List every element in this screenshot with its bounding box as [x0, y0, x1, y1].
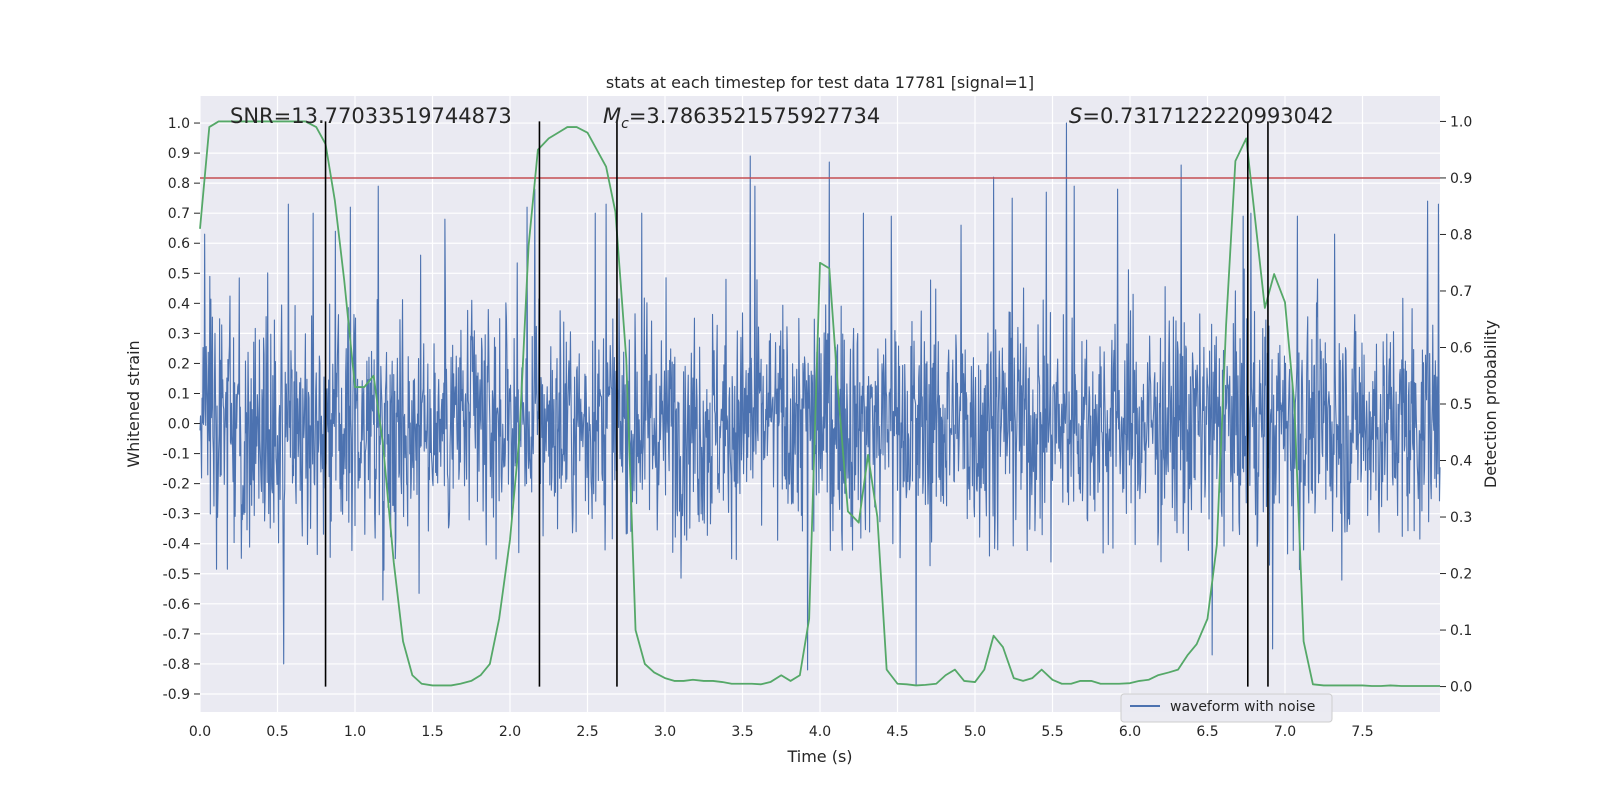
waveform-with-noise-line — [199, 122, 1441, 686]
y-right-tick-label: 0.1 — [1450, 623, 1472, 639]
score-symbol: S — [1069, 104, 1082, 128]
legend-box — [1120, 693, 1333, 723]
y-left-tick-label: -0.3 — [163, 507, 190, 523]
y-left-tick-labels: -0.9 -0.8 -0.7 -0.6 -0.5 -0.4 -0.3 -0.2 -0.1 0.0 0… — [163, 116, 200, 703]
score-annotation: S=0.7317122220993042 — [1069, 104, 1334, 128]
x-tick-label: 0.5 — [266, 724, 288, 740]
chirp-mass-value: =3.7863521575927734 — [629, 104, 880, 128]
y-axis-label-left: Whitened strain — [124, 340, 143, 467]
chirp-mass-subscript: c — [621, 116, 629, 132]
x-tick-label: 3.0 — [654, 724, 676, 740]
x-tick-label: 1.5 — [421, 724, 443, 740]
chirp-mass-symbol: M — [603, 104, 621, 128]
y-right-tick-label: 0.5 — [1450, 397, 1472, 413]
x-tick-label: 6.5 — [1196, 724, 1218, 740]
x-tick-label: 2.0 — [499, 724, 521, 740]
y-right-tick-label: 0.4 — [1450, 454, 1472, 470]
waveform-layer — [199, 122, 1441, 686]
y-left-tick-label: 0.3 — [168, 326, 190, 342]
x-tick-label: 6.0 — [1119, 724, 1141, 740]
y-left-tick-label: 0.5 — [168, 266, 190, 282]
x-tick-label: 5.5 — [1041, 724, 1063, 740]
x-tick-label: 4.5 — [886, 724, 908, 740]
x-tick-label: 5.0 — [964, 724, 986, 740]
x-tick-label: 2.5 — [576, 724, 598, 740]
chirp-mass-annotation: Mc=3.7863521575927734 — [603, 104, 880, 132]
y-left-tick-label: -0.9 — [163, 687, 190, 703]
y-axis-label-right: Detection probability — [1481, 320, 1500, 488]
y-left-tick-label: -0.5 — [163, 567, 190, 583]
y-left-tick-label: -0.1 — [163, 447, 190, 463]
y-right-tick-label: 0.6 — [1450, 340, 1472, 356]
y-right-tick-labels: 0.0 0.1 0.2 0.3 0.4 0.5 0.6 0.7 0.8 0.9 1.0 — [1440, 114, 1472, 696]
y-left-tick-label: 0.1 — [168, 386, 190, 402]
x-tick-label: 7.5 — [1351, 724, 1373, 740]
y-left-tick-label: 0.9 — [168, 146, 190, 162]
y-right-tick-label: 0.8 — [1450, 227, 1472, 243]
y-left-tick-label: 1.0 — [168, 116, 190, 132]
x-tick-label: 3.5 — [731, 724, 753, 740]
y-right-tick-label: 1.0 — [1450, 114, 1472, 130]
probability-layer — [199, 120, 1440, 687]
y-left-tick-label: 0.8 — [168, 176, 190, 192]
detection-probability-line — [199, 120, 1440, 687]
y-left-tick-label: -0.7 — [163, 627, 190, 643]
y-left-tick-label: -0.6 — [163, 597, 190, 613]
snr-annotation: SNR=13.77033519744873 — [230, 104, 512, 128]
y-right-tick-label: 0.9 — [1450, 171, 1472, 187]
y-left-tick-label: -0.4 — [163, 537, 190, 553]
y-right-tick-label: 0.0 — [1450, 680, 1472, 696]
y-left-tick-label: -0.2 — [163, 477, 190, 493]
y-right-tick-label: 0.2 — [1450, 567, 1472, 583]
legend-label: waveform with noise — [1170, 699, 1315, 715]
y-left-tick-label: -0.8 — [163, 657, 190, 673]
legend: waveform with noise — [1120, 693, 1333, 723]
y-left-tick-label: 0.7 — [168, 206, 190, 222]
y-right-tick-label: 0.7 — [1450, 284, 1472, 300]
y-left-tick-label: 0.0 — [168, 417, 190, 433]
x-axis-label: Time (s) — [786, 747, 852, 766]
score-value: =0.7317122220993042 — [1082, 104, 1333, 128]
x-tick-label: 4.0 — [809, 724, 831, 740]
y-left-tick-label: 0.4 — [168, 296, 190, 312]
x-tick-labels: 0.0 0.5 1.0 1.5 2.0 2.5 3.0 3.5 4.0 4.5 5.0 5.5 6.0 6… — [189, 724, 1374, 740]
y-left-tick-label: 0.2 — [168, 356, 190, 372]
vertical-markers — [324, 121, 1269, 687]
y-right-tick-label: 0.3 — [1450, 510, 1472, 526]
x-tick-label: 7.0 — [1274, 724, 1296, 740]
chart-title: stats at each timestep for test data 177… — [606, 73, 1034, 92]
x-tick-label: 0.0 — [189, 724, 211, 740]
y-left-tick-label: 0.6 — [168, 236, 190, 252]
x-tick-label: 1.0 — [344, 724, 366, 740]
